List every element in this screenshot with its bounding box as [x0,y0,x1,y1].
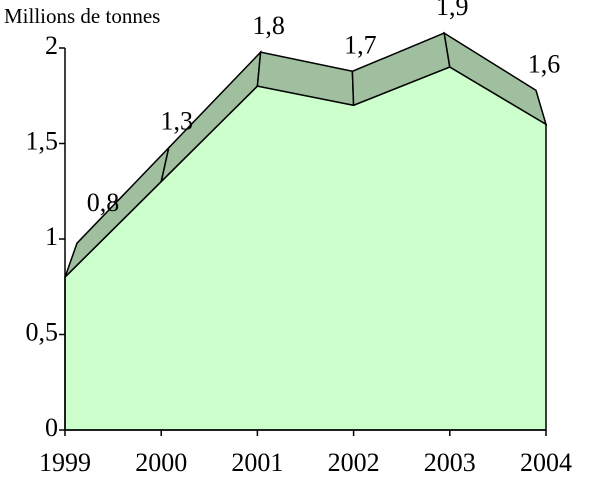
y-tick-label: 1 [45,222,58,251]
value-label: 1,9 [436,0,469,21]
x-tick-label: 2004 [520,448,572,477]
x-tick-label: 1999 [39,448,91,477]
x-tick-label: 2003 [424,448,476,477]
y-tick-label: 1,5 [26,126,59,155]
y-axis-title: Millions de tonnes [4,4,160,28]
value-label: 1,3 [161,107,194,136]
value-label: 1,7 [344,30,377,59]
x-tick-label: 2000 [135,448,187,477]
y-tick-label: 0,5 [26,317,59,346]
x-tick-label: 2001 [231,448,283,477]
y-tick-label: 0 [45,413,58,442]
y-tick-label: 2 [45,31,58,60]
area [64,66,547,431]
value-label: 0,8 [87,188,120,217]
x-tick-label: 2002 [328,448,380,477]
value-label: 1,6 [528,49,561,78]
value-label: 1,8 [252,11,285,40]
